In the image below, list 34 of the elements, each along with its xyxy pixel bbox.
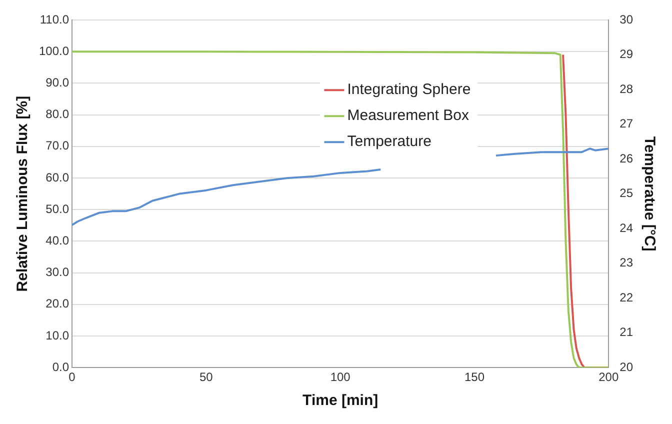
y2-tick-label: 26 [620, 151, 634, 166]
legend-label: Measurement Box [347, 107, 470, 124]
y-tick-label: 30.0 [46, 265, 70, 280]
y-tick-label: 50.0 [46, 202, 70, 216]
y2-tick-label: 28 [620, 82, 634, 96]
y-axis-title: Relative Luminous Flux [%] [14, 96, 32, 292]
y-tick-label: 90.0 [46, 76, 70, 90]
x-tick-label: 50 [200, 370, 214, 384]
y2-tick-label: 24 [620, 220, 634, 235]
x-tick-label: 150 [464, 370, 485, 384]
y-tick-label: 80.0 [46, 107, 70, 122]
y2-tick-label: 27 [620, 116, 634, 131]
x-axis-title: Time [min] [302, 392, 378, 410]
y2-tick-label: 21 [620, 325, 634, 340]
y2-tick-label: 22 [620, 290, 634, 304]
legend-label: Integrating Sphere [347, 81, 471, 98]
x-tick-label: 200 [598, 370, 619, 384]
y2-tick-label: 23 [620, 256, 634, 270]
y-tick-label: 100.0 [39, 44, 70, 58]
y2-tick-label: 30 [620, 12, 634, 26]
y-tick-label: 70.0 [46, 138, 70, 153]
y-tick-label: 10.0 [46, 328, 70, 342]
y-tick-label: 110.0 [40, 12, 70, 26]
y2-tick-label: 20 [620, 360, 634, 374]
y2-tick-label: 25 [620, 186, 634, 200]
y-tick-label: 40.0 [46, 234, 70, 248]
y-tick-label: 60.0 [46, 170, 70, 184]
y2-axis-title: Temperatue [°C] [640, 136, 658, 252]
legend-label: Temperature [347, 133, 432, 150]
x-tick-label: 0 [68, 370, 76, 384]
y-tick-label: 0.0 [52, 360, 70, 374]
x-tick-label: 100 [330, 370, 351, 384]
y-tick-label: 20.0 [46, 296, 70, 311]
y2-tick-label: 29 [620, 47, 634, 62]
